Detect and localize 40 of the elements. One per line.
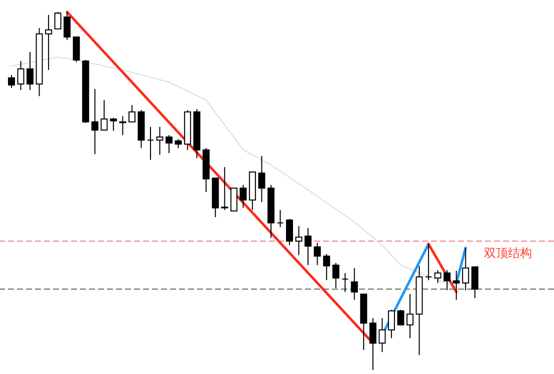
candlestick: [128, 104, 136, 122]
candlestick: [369, 318, 376, 370]
candlestick: [342, 272, 349, 292]
candlestick: [406, 294, 414, 339]
candlestick: [332, 262, 340, 289]
candlestick: [276, 209, 284, 228]
candlestick: [323, 254, 330, 281]
candlestick: [388, 309, 395, 339]
candlestick: [72, 36, 80, 63]
candlestick: [45, 14, 52, 70]
candlestick: [425, 243, 432, 281]
candlestick: [240, 184, 247, 208]
candlestick: [286, 218, 294, 246]
candlestick: [147, 126, 154, 160]
candlestick: [304, 227, 312, 266]
candlestick: [166, 134, 173, 154]
candlestick: [295, 226, 302, 256]
candlestick: [378, 318, 386, 353]
candlestick: [452, 270, 460, 300]
candlestick: [64, 12, 71, 40]
candlestick: [8, 74, 15, 88]
text: 双顶结构: [484, 245, 532, 262]
candlestick: [91, 88, 98, 155]
candlestick: [471, 266, 478, 299]
candlestick: [258, 155, 266, 203]
candlestick: [462, 247, 470, 291]
candlestick: [119, 116, 126, 136]
candlestick: [314, 242, 321, 266]
candlestick: [221, 166, 228, 210]
candlestick: [54, 12, 62, 30]
candlestick: [350, 267, 358, 300]
candlestick: [17, 60, 24, 91]
candlestick: [434, 270, 442, 284]
candlestick: [444, 270, 451, 291]
candlestick: [100, 100, 108, 131]
candlestick: [26, 52, 34, 91]
candlestick: [110, 117, 117, 132]
candlestick: [156, 126, 164, 156]
candlestick: [397, 309, 404, 326]
candlestick: [230, 188, 238, 212]
